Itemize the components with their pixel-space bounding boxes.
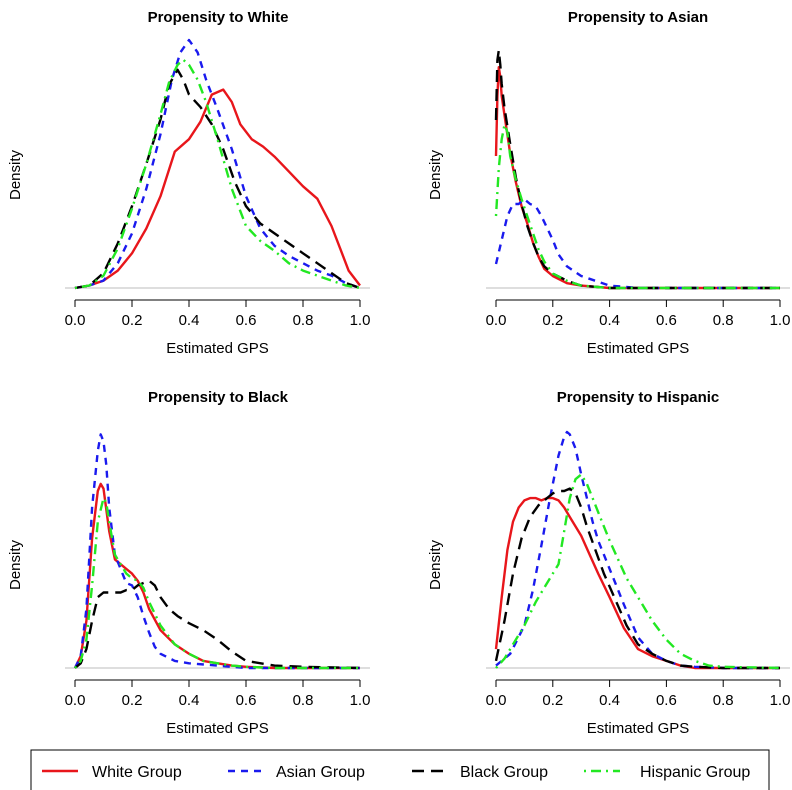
x-tick-label: 1.0 [770,692,791,709]
y-axis-label: Density [7,149,24,200]
series-line-hispanic-group [495,473,781,670]
x-tick-label: 0.2 [122,312,143,329]
x-tick-label: 0.6 [236,312,257,329]
x-tick-label: 0.4 [179,692,200,709]
series-line-hispanic-group [494,123,780,290]
panel-3: Propensity to Black Density Estimated GPS 0… [7,389,370,737]
panel-2: Propensity to Asian Density Estimated GPS 0… [427,9,790,357]
panel-title: Propensity to Asian [568,9,708,26]
series-line-black-group [74,579,361,670]
x-tick-label: 0.8 [293,692,314,709]
panel-1: Propensity to White Density Estimated GPS 0… [7,9,370,357]
series-line-hispanic-group [74,58,361,290]
x-tick-label: 0.2 [542,312,563,329]
y-axis-label: Density [427,539,444,590]
panel-title: Propensity to Black [148,389,289,406]
x-tick-label: 0.2 [122,692,143,709]
x-tick-label: 0.8 [713,692,734,709]
legend-label: Hispanic Group [640,764,750,781]
x-tick-label: 0.0 [65,312,86,329]
panel-title: Propensity to Hispanic [557,389,720,406]
legend-label: Asian Group [276,764,365,781]
series-line-asian-group [73,433,360,670]
series-line-black-group [494,487,780,670]
x-axis-label: Estimated GPS [166,340,269,357]
series-line-asian-group [74,38,361,290]
series-line-black-group [494,49,780,290]
x-tick-label: 0.4 [599,692,620,709]
series-line-hispanic-group [74,496,360,670]
legend-box [30,749,770,790]
x-tick-label: 0.0 [65,692,86,709]
series-line-black-group [74,68,361,290]
panel-title: Propensity to White [148,9,289,26]
x-tick-label: 0.6 [656,692,677,709]
legend-label: Black Group [460,764,548,781]
series-line-asian-group [495,430,780,670]
x-tick-label: 0.4 [179,312,200,329]
x-tick-label: 1.0 [350,312,371,329]
legend-label: White Group [92,764,182,781]
series-line-white-group [74,88,361,290]
x-tick-label: 1.0 [350,692,371,709]
x-tick-label: 0.8 [293,312,314,329]
x-axis-label: Estimated GPS [166,720,269,737]
x-tick-label: 0.4 [599,312,620,329]
legend: White Group Asian Group Black Group Hispani… [30,749,770,790]
x-tick-label: 0.6 [236,692,257,709]
series-line-white-group [73,482,360,670]
series-line-asian-group [494,197,780,290]
y-axis-label: Density [7,539,24,590]
x-axis-label: Estimated GPS [587,720,690,737]
y-axis-label: Density [427,149,444,200]
x-tick-label: 0.0 [486,312,507,329]
x-axis-label: Estimated GPS [587,340,690,357]
series-line-white-group [494,65,780,290]
x-tick-label: 0.8 [713,312,734,329]
x-tick-label: 0.6 [656,312,677,329]
x-tick-label: 0.2 [542,692,563,709]
panel-4: Propensity to Hispanic Density Estimated G… [427,389,790,737]
x-tick-label: 0.0 [486,692,507,709]
x-tick-label: 1.0 [770,312,791,329]
